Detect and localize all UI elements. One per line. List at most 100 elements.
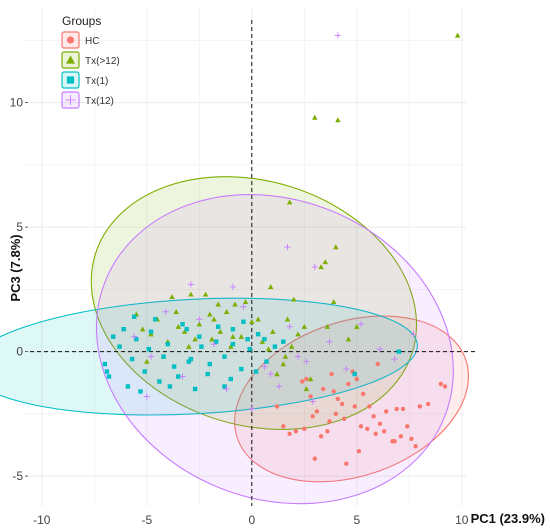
point-circle [318,434,324,439]
point-circle [335,396,341,402]
point-triangle [274,371,280,377]
point-triangle [303,386,310,392]
legend-label: Tx(>12) [85,56,120,67]
point-triangle [209,336,215,342]
point-circle [346,381,351,387]
points-layer [102,32,461,466]
point-square [176,374,181,379]
point-triangle [259,338,266,344]
point-circle [409,436,414,441]
point-circle [371,414,376,419]
point-square [199,344,204,349]
point-square [352,371,357,377]
point-circle [390,439,395,444]
grid-layer [25,8,466,506]
point-triangle [223,309,230,314]
point-triangle [249,318,255,324]
point-square [106,374,112,379]
point-cross [294,353,302,360]
point-triangle [301,323,308,329]
point-triangle [148,331,154,337]
point-triangle [454,32,461,38]
point-cross [391,356,398,363]
point-square [171,364,177,369]
point-square [207,361,212,367]
point-triangle [288,343,295,349]
point-triangle [173,309,179,314]
point-circle [394,406,399,412]
point-square [230,341,236,347]
point-square [142,369,147,374]
point-circle [398,434,404,439]
point-circle [281,424,286,429]
point-circle [384,409,389,414]
point-square [165,341,170,347]
reference-lines [30,20,476,506]
point-cross [187,281,194,288]
point-triangle [144,358,150,364]
point-circle [342,416,347,422]
point-circle [352,404,357,409]
point-circle [274,404,280,409]
point-circle [417,404,422,409]
point-cross [357,321,365,328]
point-square [186,359,191,364]
point-triangle [215,301,221,307]
point-triangle [324,323,331,329]
point-triangle [238,333,245,339]
point-square [132,314,137,319]
point-circle [375,361,380,367]
point-circle [300,379,305,384]
point-square [197,334,202,339]
point-cross [284,243,291,251]
ellipse-cross [95,194,454,505]
point-square [272,344,278,349]
point-triangle [312,114,318,120]
point-square [247,346,252,352]
point-square [213,339,219,344]
legend-symbol-circle [66,36,75,44]
point-circle [339,401,345,407]
tick-labels: -10 -5 0 5 10 -5 0 5 10 [10,96,469,527]
point-circle [354,376,359,382]
x-tick-label: 0 [248,513,255,527]
legend-symbol-cross [65,94,76,106]
point-circle [381,429,387,434]
point-circle [426,401,431,407]
point-square [161,354,166,359]
point-square [153,317,158,322]
point-square [184,327,189,332]
point-square [180,322,185,327]
point-square [125,384,131,389]
point-triangle [267,284,274,290]
point-circle [304,376,309,382]
point-triangle [295,331,301,337]
point-cross [210,341,218,348]
point-triangle [255,316,261,322]
x-tick-label: -10 [33,513,51,527]
point-cross [131,333,138,340]
point-square [396,349,401,354]
y-tick-label: 0 [16,345,23,359]
point-square [117,344,122,349]
point-triangle [181,328,188,334]
point-cross [240,303,247,310]
point-cross [326,338,333,345]
point-circle [344,461,349,466]
point-cross [261,363,268,370]
point-triangle [242,299,249,305]
point-square [205,371,210,377]
legend-symbol-square [66,76,75,84]
y-tick-label: 5 [16,220,23,234]
point-circle [314,409,320,414]
point-circle [400,406,406,412]
point-square [192,386,198,392]
point-square [188,356,194,362]
point-triangle [211,316,217,322]
x-tick-label: -5 [141,513,152,527]
point-triangle [335,117,341,123]
point-cross [179,373,186,380]
legend-label: Tx(1) [85,76,108,87]
point-square [281,339,286,344]
